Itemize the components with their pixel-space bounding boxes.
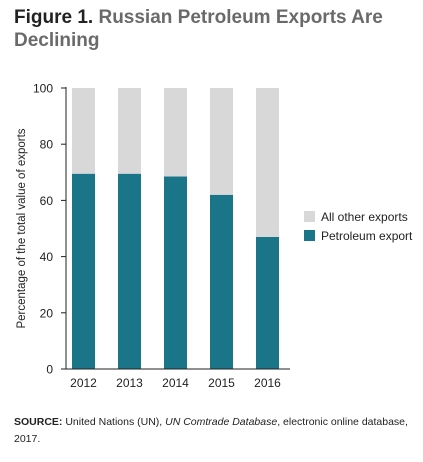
bars [72, 88, 279, 369]
y-tick-label-80: 80 [40, 138, 54, 152]
bar-petroleum-export-2016 [256, 236, 279, 369]
legend: All other exports Petroleum export [304, 210, 413, 243]
bar-all-other-exports-2012 [72, 88, 95, 174]
chart-title: Figure 1. Russian Petroleum Exports Are … [14, 6, 410, 52]
figure-label: Figure 1 [14, 7, 88, 28]
x-tick-label-2016: 2016 [254, 376, 281, 390]
x-axis: 2012 2013 2014 2015 2016 [66, 368, 290, 390]
figure-title: Russian Petroleum Exports Are Declining [14, 7, 383, 51]
y-axis-title: Percentage of the total value of exports [16, 128, 28, 328]
bar-all-other-exports-2016 [256, 88, 279, 237]
y-tick-label-0: 0 [46, 363, 53, 377]
y-axis: 0 20 40 60 80 100 [33, 82, 67, 377]
legend-swatch-petroleum-export [304, 230, 315, 241]
source-database-name: UN Comtrade Database [165, 416, 278, 428]
source-note: SOURCE: United Nations (UN), UN Comtrade… [14, 414, 414, 448]
source-text-after: , electronic online database, 2017. [14, 416, 408, 445]
y-tick-label-100: 100 [33, 82, 53, 96]
source-label: SOURCE: [14, 416, 63, 428]
bar-petroleum-export-2013 [118, 173, 141, 369]
y-tick-label-40: 40 [40, 250, 54, 264]
figure-label-separator: . [87, 7, 99, 28]
y-axis-label-group: Percentage of the total value of exports [16, 128, 28, 328]
source-text-before: United Nations (UN), [62, 416, 166, 428]
bar-petroleum-export-2012 [72, 173, 95, 369]
y-tick-label-20: 20 [40, 306, 54, 320]
bar-petroleum-export-2014 [164, 176, 187, 369]
bar-all-other-exports-2014 [164, 88, 187, 177]
x-tick-label-2013: 2013 [116, 376, 143, 390]
bar-all-other-exports-2013 [118, 88, 141, 174]
legend-label-petroleum-export: Petroleum export [321, 229, 413, 243]
bar-petroleum-export-2015 [210, 194, 233, 369]
x-tick-label-2014: 2014 [162, 376, 189, 390]
bar-all-other-exports-2015 [210, 88, 233, 195]
y-tick-label-60: 60 [40, 194, 54, 208]
legend-label-all-other-exports: All other exports [321, 210, 408, 224]
legend-swatch-all-other-exports [304, 211, 315, 222]
x-tick-label-2012: 2012 [70, 376, 97, 390]
x-tick-label-2015: 2015 [208, 376, 235, 390]
